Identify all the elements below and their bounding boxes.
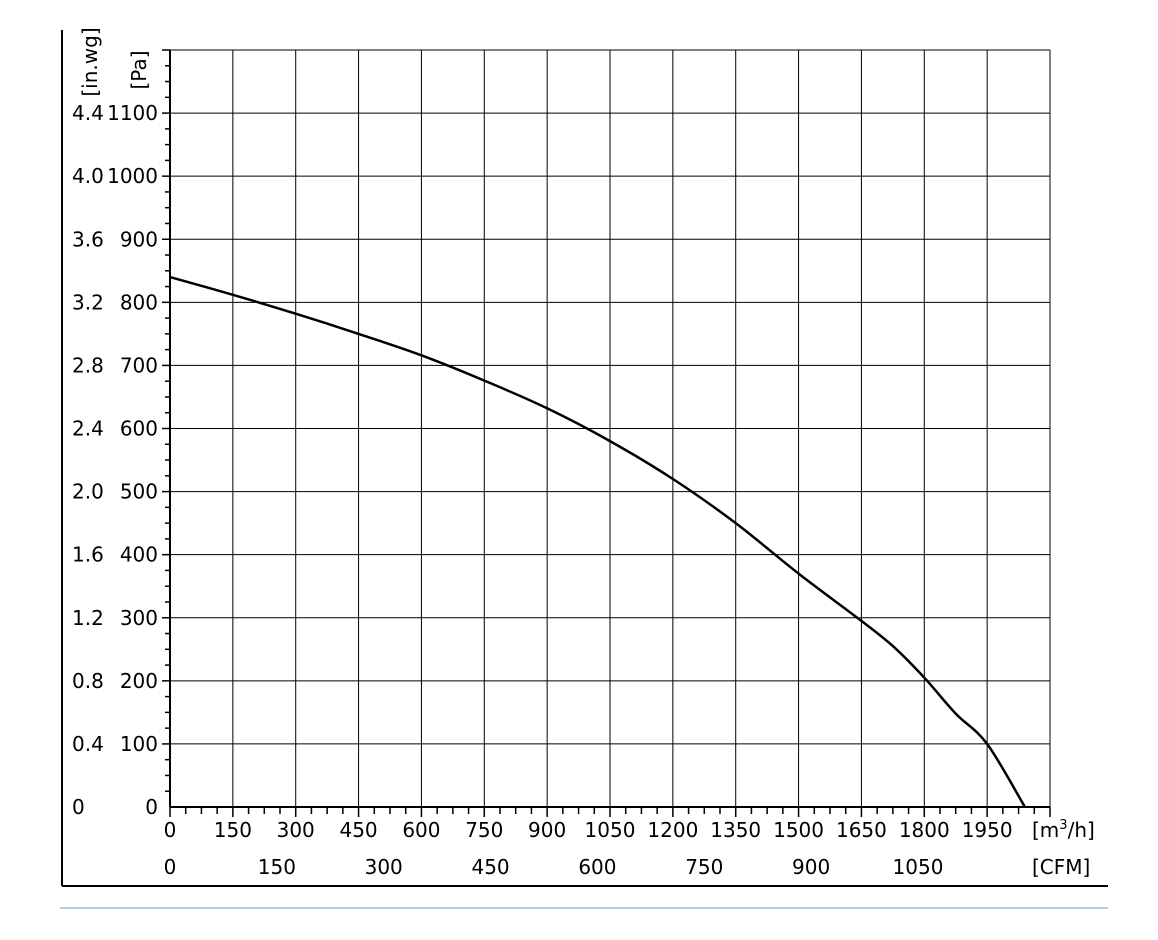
y-tick-label-pa: 400	[120, 543, 158, 567]
y-tick-label-pa: 0	[145, 795, 158, 819]
y-tick-label-pa: 900	[120, 227, 158, 251]
x-tick-label-cfm: 0	[164, 855, 177, 879]
y-tick-label-pa: 800	[120, 290, 158, 314]
y-tick-label-pa: 100	[120, 732, 158, 756]
y-tick-label-inwg: 0.4	[72, 732, 104, 756]
x-tick-label-cfm: 300	[365, 855, 403, 879]
x-tick-label-m3h: 300	[277, 818, 315, 842]
y-tick-label-pa: 500	[120, 480, 158, 504]
x-tick-label-cfm: 450	[471, 855, 509, 879]
grid-lines	[170, 49, 1051, 807]
x-tick-label-m3h: 1800	[899, 818, 950, 842]
x-tick-label-m3h: 1350	[710, 818, 761, 842]
y-tick-label-pa: 1000	[107, 164, 158, 188]
y-tick-label-inwg: 4.4	[72, 101, 104, 125]
y-axis-labels: 0 100 200 300 400 500 600 700 800 900 1000 1100 0 0.4…	[72, 101, 158, 819]
x-tick-label-m3h: 1650	[836, 818, 887, 842]
y-tick-label-pa: 200	[120, 669, 158, 693]
performance-curve-0	[169, 275, 1026, 808]
x-tick-label-m3h: 900	[528, 818, 566, 842]
x-unit-sup: 3	[1059, 818, 1067, 833]
y-tick-label-inwg: 0.8	[72, 669, 104, 693]
x-tick-label-m3h: 1500	[773, 818, 824, 842]
x-tick-label-cfm: 1050	[893, 855, 944, 879]
x-tick-label-m3h: 1050	[585, 818, 636, 842]
x-tick-label-cfm: 900	[792, 855, 830, 879]
y-tick-label-pa: 300	[120, 606, 158, 630]
minor-ticks	[162, 49, 1051, 817]
y-unit-inwg: [in.wg]	[78, 27, 102, 96]
x-tick-label-m3h: 0	[164, 818, 177, 842]
x-unit-m3h: [m3/h]	[1032, 818, 1095, 842]
x-tick-label-m3h: 1200	[647, 818, 698, 842]
performance-curves	[169, 275, 1026, 808]
y-tick-label-inwg: 2.0	[72, 480, 104, 504]
x-tick-label-m3h: 450	[339, 818, 377, 842]
y-tick-label-inwg: 4.0	[72, 164, 104, 188]
x-unit-cfm: [CFM]	[1032, 855, 1090, 879]
x-tick-label-m3h: 750	[465, 818, 503, 842]
y-tick-label-pa: 700	[120, 353, 158, 377]
y-tick-label-pa: 600	[120, 417, 158, 441]
y-tick-label-inwg: 1.2	[72, 606, 104, 630]
y-tick-label-inwg: 3.2	[72, 290, 104, 314]
x-tick-label-m3h: 600	[402, 818, 440, 842]
x-unit-suffix: /h]	[1068, 818, 1095, 842]
y-tick-label-inwg: 2.8	[72, 353, 104, 377]
x-tick-label-m3h: 150	[214, 818, 252, 842]
x-tick-label-cfm: 600	[578, 855, 616, 879]
x-unit-prefix: [m	[1032, 818, 1059, 842]
y-tick-label-pa: 1100	[107, 101, 158, 125]
axes	[61, 30, 1108, 887]
y-tick-label-inwg: 0	[72, 795, 85, 819]
x-tick-label-cfm: 750	[685, 855, 723, 879]
y-tick-label-inwg: 1.6	[72, 543, 104, 567]
y-tick-label-inwg: 3.6	[72, 227, 104, 251]
x-tick-label-cfm: 150	[258, 855, 296, 879]
y-unit-pa: [Pa]	[127, 50, 151, 89]
x-tick-label-m3h: 1950	[962, 818, 1013, 842]
x-axis-labels: 0 150 300 450 600 750 900 1050 1200 1350 1500 1650 1…	[164, 818, 1013, 879]
y-tick-label-inwg: 2.4	[72, 417, 104, 441]
